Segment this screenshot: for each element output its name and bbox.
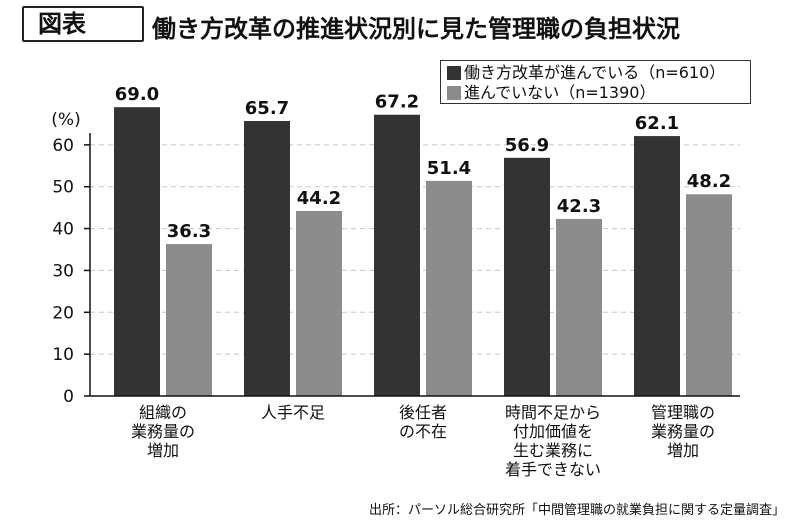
source-note: 出所：パーソル総合研究所「中間管理職の就業負担に関する定量調査」 [368, 503, 785, 518]
category-label: 管理職の [651, 403, 715, 422]
category-label: 人手不足 [261, 403, 325, 422]
category-label: 業務量の [651, 422, 715, 441]
data-label: 69.0 [115, 84, 159, 105]
data-label: 51.4 [427, 158, 471, 179]
data-label: 56.9 [505, 135, 549, 156]
data-label: 36.3 [167, 221, 211, 242]
category-label: 後任者 [399, 403, 447, 422]
category-label: 業務量の [131, 422, 195, 441]
category-label: の不在 [399, 422, 447, 441]
y-tick-label: 20 [52, 303, 74, 323]
bar-series-2 [296, 210, 342, 396]
bar-series-1 [244, 120, 290, 397]
y-tick-label: 30 [52, 261, 74, 281]
category-label: 増加 [147, 441, 179, 460]
data-label: 48.2 [687, 171, 731, 192]
bar-series-2 [426, 180, 472, 396]
y-tick-label: 40 [52, 220, 74, 240]
bar-series-2 [686, 194, 732, 396]
category-label: 付加価値を [513, 422, 593, 441]
data-label: 44.2 [297, 188, 341, 209]
legend-swatch-series-2 [447, 86, 461, 100]
chart-title: 働き方改革の推進状況別に見た管理職の負担状況 [152, 15, 680, 43]
figure-badge: 図表 [22, 6, 144, 42]
legend-swatch-series-1 [447, 66, 461, 80]
category-label: 時間不足から [505, 403, 601, 422]
bar-series-1 [504, 157, 550, 396]
category-label: 生む業務に [513, 441, 593, 460]
bar-series-1 [114, 107, 160, 396]
legend-item-series-2: 進んでいない（n=1390） [447, 83, 655, 103]
legend-item-series-1: 働き方改革が進んでいる（n=610） [447, 63, 725, 83]
chart-legend: 働き方改革が進んでいる（n=610） 進んでいない（n=1390） [440, 60, 751, 104]
category-label: 着手できない [505, 460, 601, 479]
bar-series-2 [166, 244, 212, 396]
category-label: 増加 [667, 441, 699, 460]
category-label: 組織の [139, 403, 187, 422]
y-tick-label: 0 [63, 387, 74, 407]
figure-header: 図表 働き方改革の推進状況別に見た管理職の負担状況 [0, 0, 809, 56]
y-tick-label: 50 [52, 178, 74, 198]
legend-label-series-1: 働き方改革が進んでいる（n=610） [464, 63, 726, 82]
data-label: 62.1 [635, 113, 679, 134]
data-label: 65.7 [245, 98, 289, 119]
y-unit-label: (%) [51, 110, 80, 130]
legend-label-series-2: 進んでいない（n=1390） [464, 83, 656, 102]
y-tick-label: 60 [52, 136, 74, 156]
data-label: 67.2 [375, 92, 419, 113]
bar-series-1 [634, 136, 680, 396]
bar-series-1 [374, 114, 420, 396]
bar-series-2 [556, 218, 602, 396]
data-label: 42.3 [557, 196, 601, 217]
y-tick-label: 10 [52, 345, 74, 365]
